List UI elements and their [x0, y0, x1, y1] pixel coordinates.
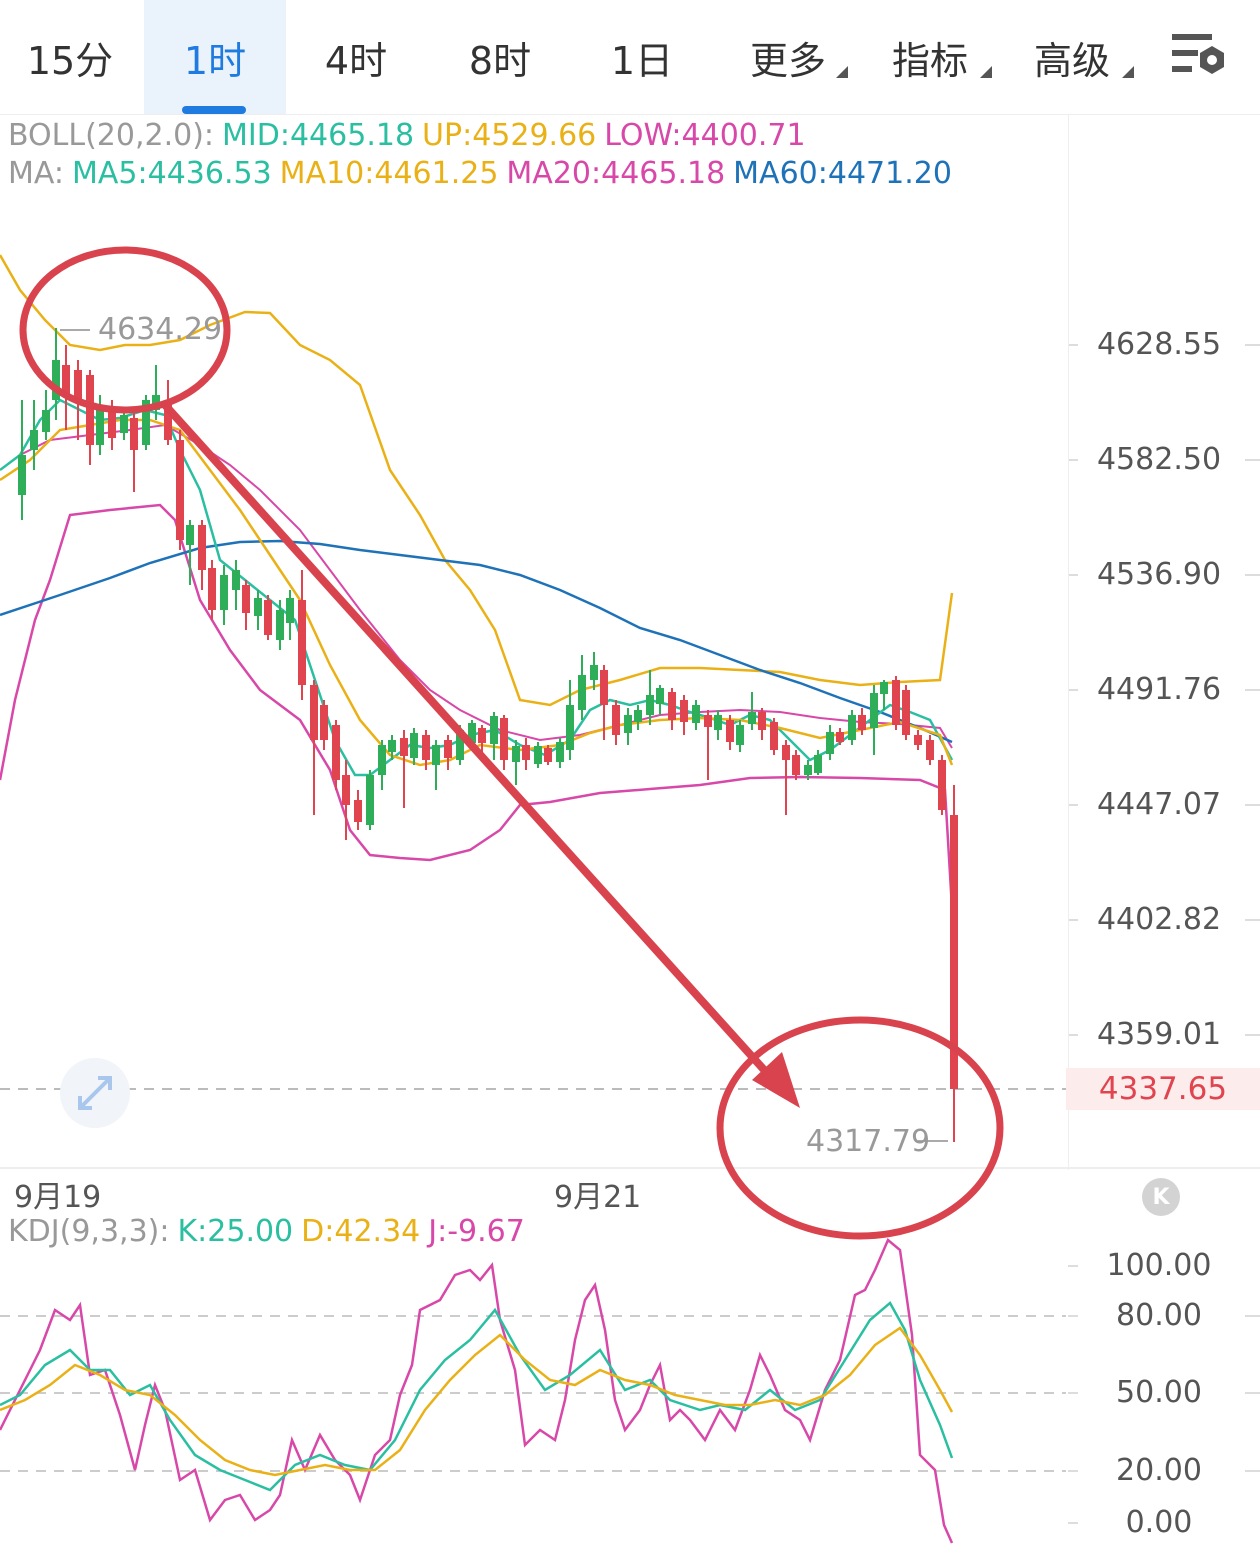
scroll-to-latest-button[interactable]: K: [1142, 1178, 1180, 1216]
tab-4h[interactable]: 4时: [324, 38, 388, 83]
expand-arrows-icon: [78, 1076, 112, 1110]
ma-info: MA: MA5:4436.53 MA10:4461.25 MA20:4465.18 MA…: [8, 156, 960, 191]
timeframe-tabs: 15分 1时 4时 8时 1日 更多 指标 高级: [0, 0, 1260, 115]
low-circle-annotation: [716, 1016, 1004, 1240]
k-icon: K: [1152, 1184, 1170, 1210]
tab-1h[interactable]: 1时: [144, 0, 286, 114]
kdj-axis-label: 50.00: [1116, 1375, 1202, 1410]
arrow-head-icon: [752, 1052, 800, 1108]
candles: [18, 328, 958, 1142]
ma5-value: MA5:4436.53: [72, 156, 272, 191]
date-label: 9月21: [554, 1180, 642, 1215]
high-circle-annotation: [19, 246, 231, 414]
price-axis-label: 4402.82: [1096, 902, 1222, 937]
price-axis-divider: [1068, 114, 1069, 1170]
tab-8h[interactable]: 8时: [468, 38, 532, 83]
kdj-axis-label: 20.00: [1116, 1453, 1202, 1488]
ma20-value: MA20:4465.18: [506, 156, 726, 191]
price-axis-label: 4628.55: [1096, 327, 1222, 362]
ma10-value: MA10:4461.25: [279, 156, 499, 191]
boll-info: BOLL(20,2.0): MID:4465.18 UP:4529.66 LOW:44…: [8, 118, 814, 153]
boll-mid: MID:4465.18: [222, 118, 415, 153]
boll-up: UP:4529.66: [422, 118, 597, 153]
kdj-d-value: D:42.34: [301, 1214, 421, 1249]
tab-1d[interactable]: 1日: [610, 38, 674, 83]
dropdown-caret-icon: [1122, 66, 1134, 78]
kdj-k-line: [0, 1301, 954, 1492]
expand-icon[interactable]: [60, 1058, 130, 1128]
tab-indicators[interactable]: 指标: [860, 0, 1000, 114]
ma60-value: MA60:4471.20: [733, 156, 952, 191]
kdj-label: KDJ(9,3,3):: [8, 1214, 170, 1249]
kdj-axis-label: 80.00: [1116, 1298, 1202, 1333]
kdj-axis-label: 100.00: [1106, 1248, 1212, 1283]
kdj-axis-label: 0.00: [1125, 1505, 1193, 1540]
tab-advanced[interactable]: 高级: [1002, 0, 1142, 114]
chart-settings-icon[interactable]: [1170, 30, 1230, 84]
price-axis-label: 4582.50: [1096, 442, 1222, 477]
active-tab-indicator: [182, 106, 246, 114]
low-price-marker: 4317.79: [806, 1124, 931, 1159]
price-axis-label: 4491.76: [1096, 672, 1222, 707]
tab-more[interactable]: 更多: [718, 0, 858, 114]
price-axis-label: 4536.90: [1096, 557, 1222, 592]
tab-15m[interactable]: 15分: [26, 38, 114, 83]
kdj-j-line: [0, 1237, 954, 1544]
dropdown-caret-icon: [980, 66, 992, 78]
kdj-d-line: [0, 1326, 954, 1477]
current-price-tag: 4337.65: [1066, 1068, 1260, 1110]
boll-low: LOW:4400.71: [604, 118, 806, 153]
kdj-info: KDJ(9,3,3): K:25.00 D:42.34 J:-9.67: [8, 1214, 533, 1249]
ma-label: MA:: [8, 156, 64, 191]
kdj-j-value: J:-9.67: [428, 1214, 525, 1249]
kdj-k-value: K:25.00: [177, 1214, 294, 1249]
price-axis-label: 4447.07: [1096, 787, 1222, 822]
high-price-marker: 4634.29: [98, 312, 223, 347]
price-axis-label: 4359.01: [1096, 1017, 1222, 1052]
trend-arrow-annotation: [162, 402, 778, 1085]
boll-label: BOLL(20,2.0):: [8, 118, 215, 153]
date-label: 9月19: [14, 1180, 102, 1215]
dropdown-caret-icon: [836, 66, 848, 78]
